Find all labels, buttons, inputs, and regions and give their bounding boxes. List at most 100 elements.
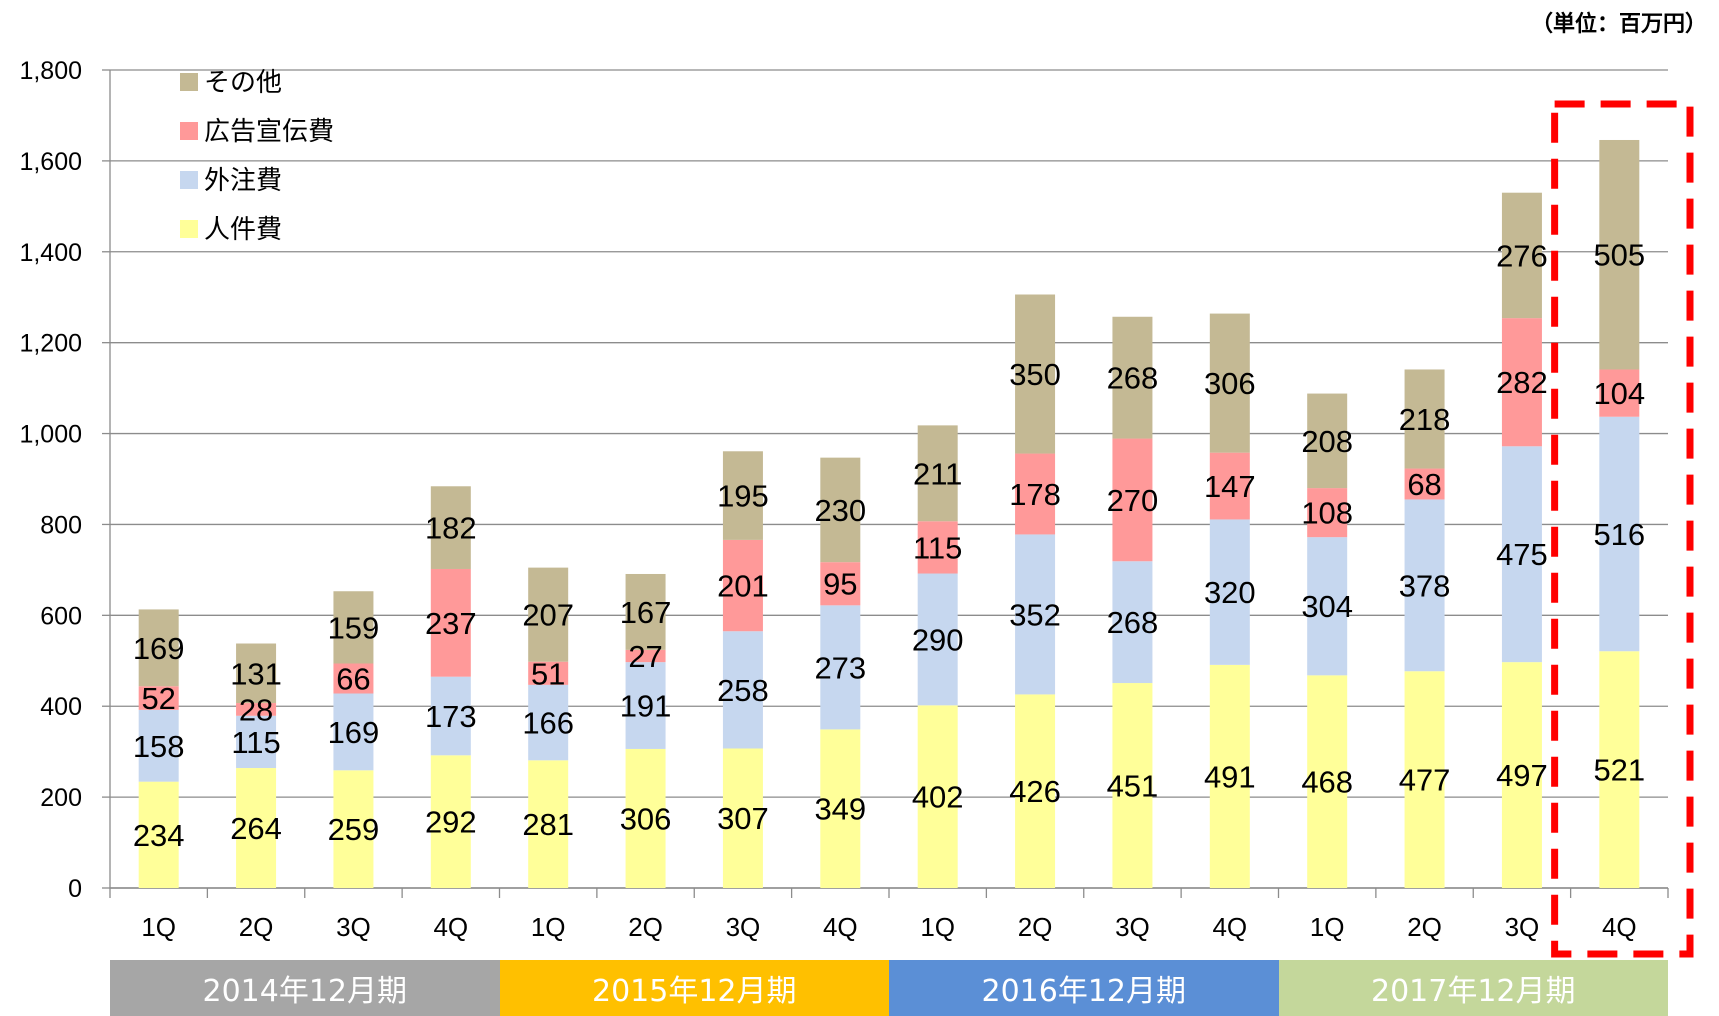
data-label: 264 <box>230 811 282 846</box>
bar-segment <box>625 649 666 663</box>
x-tick-label: 4Q <box>433 912 468 942</box>
x-tick-label: 3Q <box>1115 912 1150 942</box>
bar-segment <box>1015 694 1056 888</box>
bar-segment <box>1501 662 1542 888</box>
data-label: 402 <box>912 780 964 815</box>
bar-segment <box>1599 416 1640 652</box>
data-label: 282 <box>1496 365 1548 400</box>
x-tick-label: 1Q <box>531 912 566 942</box>
x-tick-label: 2Q <box>239 912 274 942</box>
bar-segment <box>138 709 179 782</box>
bar-segment <box>236 643 277 704</box>
bar-segment <box>917 521 958 574</box>
x-tick-label: 3Q <box>1505 912 1540 942</box>
data-label: 281 <box>522 807 574 842</box>
x-tick-label: 2Q <box>628 912 663 942</box>
data-label: 497 <box>1496 758 1548 793</box>
data-label: 173 <box>425 699 477 734</box>
bar-segment <box>1112 683 1153 888</box>
y-tick-label: 0 <box>68 875 82 903</box>
x-tick-label: 1Q <box>920 912 955 942</box>
x-tick-label: 1Q <box>1310 912 1345 942</box>
bar-segment <box>1112 561 1153 684</box>
data-label: 276 <box>1496 238 1548 273</box>
data-label: 451 <box>1107 769 1159 804</box>
bar-segment <box>820 729 861 888</box>
data-label: 230 <box>814 493 866 528</box>
bar-segment <box>333 663 374 694</box>
y-tick-label: 1,400 <box>19 239 82 267</box>
bar-segment <box>1501 446 1542 663</box>
highlight-box <box>1551 100 1694 958</box>
data-label: 158 <box>133 729 185 764</box>
bar-segment <box>1112 316 1153 439</box>
data-label: 521 <box>1593 753 1645 788</box>
bar-segment <box>917 573 958 706</box>
data-label: 307 <box>717 801 769 836</box>
data-label: 159 <box>328 610 380 645</box>
legend-swatch <box>180 220 198 238</box>
bar-segment <box>333 770 374 888</box>
bar-segment <box>1209 452 1250 520</box>
bar-segment <box>1599 139 1640 370</box>
bar-segment <box>333 591 374 664</box>
data-label: 169 <box>133 631 185 666</box>
data-label: 191 <box>620 689 672 724</box>
bar-segment <box>1404 499 1445 672</box>
data-label: 166 <box>522 706 574 741</box>
data-label: 211 <box>913 456 962 491</box>
legend-label: 人件費 <box>204 215 282 245</box>
data-label: 201 <box>717 569 769 604</box>
legend-swatch <box>180 73 198 91</box>
data-label: 208 <box>1301 424 1353 459</box>
bar-segment <box>1209 313 1250 453</box>
data-label: 178 <box>1009 477 1061 512</box>
bar-segment <box>333 693 374 771</box>
bar-segment <box>1307 393 1348 489</box>
data-label: 477 <box>1399 763 1451 798</box>
data-label: 352 <box>1009 597 1061 632</box>
bar-segment <box>722 748 763 888</box>
bar-segment <box>722 451 763 540</box>
bar-segment <box>1599 651 1640 888</box>
period-band-2016: 2016年12月期 <box>889 960 1279 1016</box>
bar-segment <box>625 748 666 888</box>
bar-segment <box>820 457 861 563</box>
y-tick-label: 400 <box>40 693 82 721</box>
data-label: 27 <box>628 639 662 674</box>
period-band-2017: 2017年12月期 <box>1278 960 1668 1016</box>
y-tick-label: 1,800 <box>19 57 82 85</box>
data-label: 468 <box>1301 765 1353 800</box>
y-tick-label: 1,200 <box>19 330 82 358</box>
data-label: 169 <box>328 715 380 750</box>
legend-swatch <box>180 171 198 189</box>
bar-segment <box>625 662 666 749</box>
data-label: 115 <box>231 725 280 760</box>
bar-segment <box>1015 534 1056 695</box>
bar-segment <box>1307 675 1348 888</box>
x-tick-label: 1Q <box>141 912 176 942</box>
bar-segment <box>528 661 569 685</box>
x-tick-label: 4Q <box>1602 912 1637 942</box>
data-label: 147 <box>1204 469 1256 504</box>
data-label: 426 <box>1009 774 1061 809</box>
y-tick-label: 1,600 <box>19 148 82 176</box>
bar-segment <box>1501 192 1542 319</box>
data-label: 505 <box>1593 238 1645 273</box>
data-label: 108 <box>1301 496 1353 531</box>
data-label: 491 <box>1204 759 1256 794</box>
data-label: 52 <box>141 681 175 716</box>
data-label: 270 <box>1107 483 1159 518</box>
bar-segment <box>528 567 569 662</box>
data-label: 292 <box>425 805 477 840</box>
data-label: 258 <box>717 673 769 708</box>
legend-label: 広告宣伝費 <box>204 117 334 147</box>
data-label: 306 <box>1204 366 1256 401</box>
bar-segment <box>138 781 179 888</box>
data-label: 182 <box>425 511 477 546</box>
bar-segment <box>722 539 763 632</box>
data-label: 320 <box>1204 575 1256 610</box>
unit-label: （単位：百万円） <box>1530 12 1707 37</box>
data-label: 104 <box>1593 376 1645 411</box>
